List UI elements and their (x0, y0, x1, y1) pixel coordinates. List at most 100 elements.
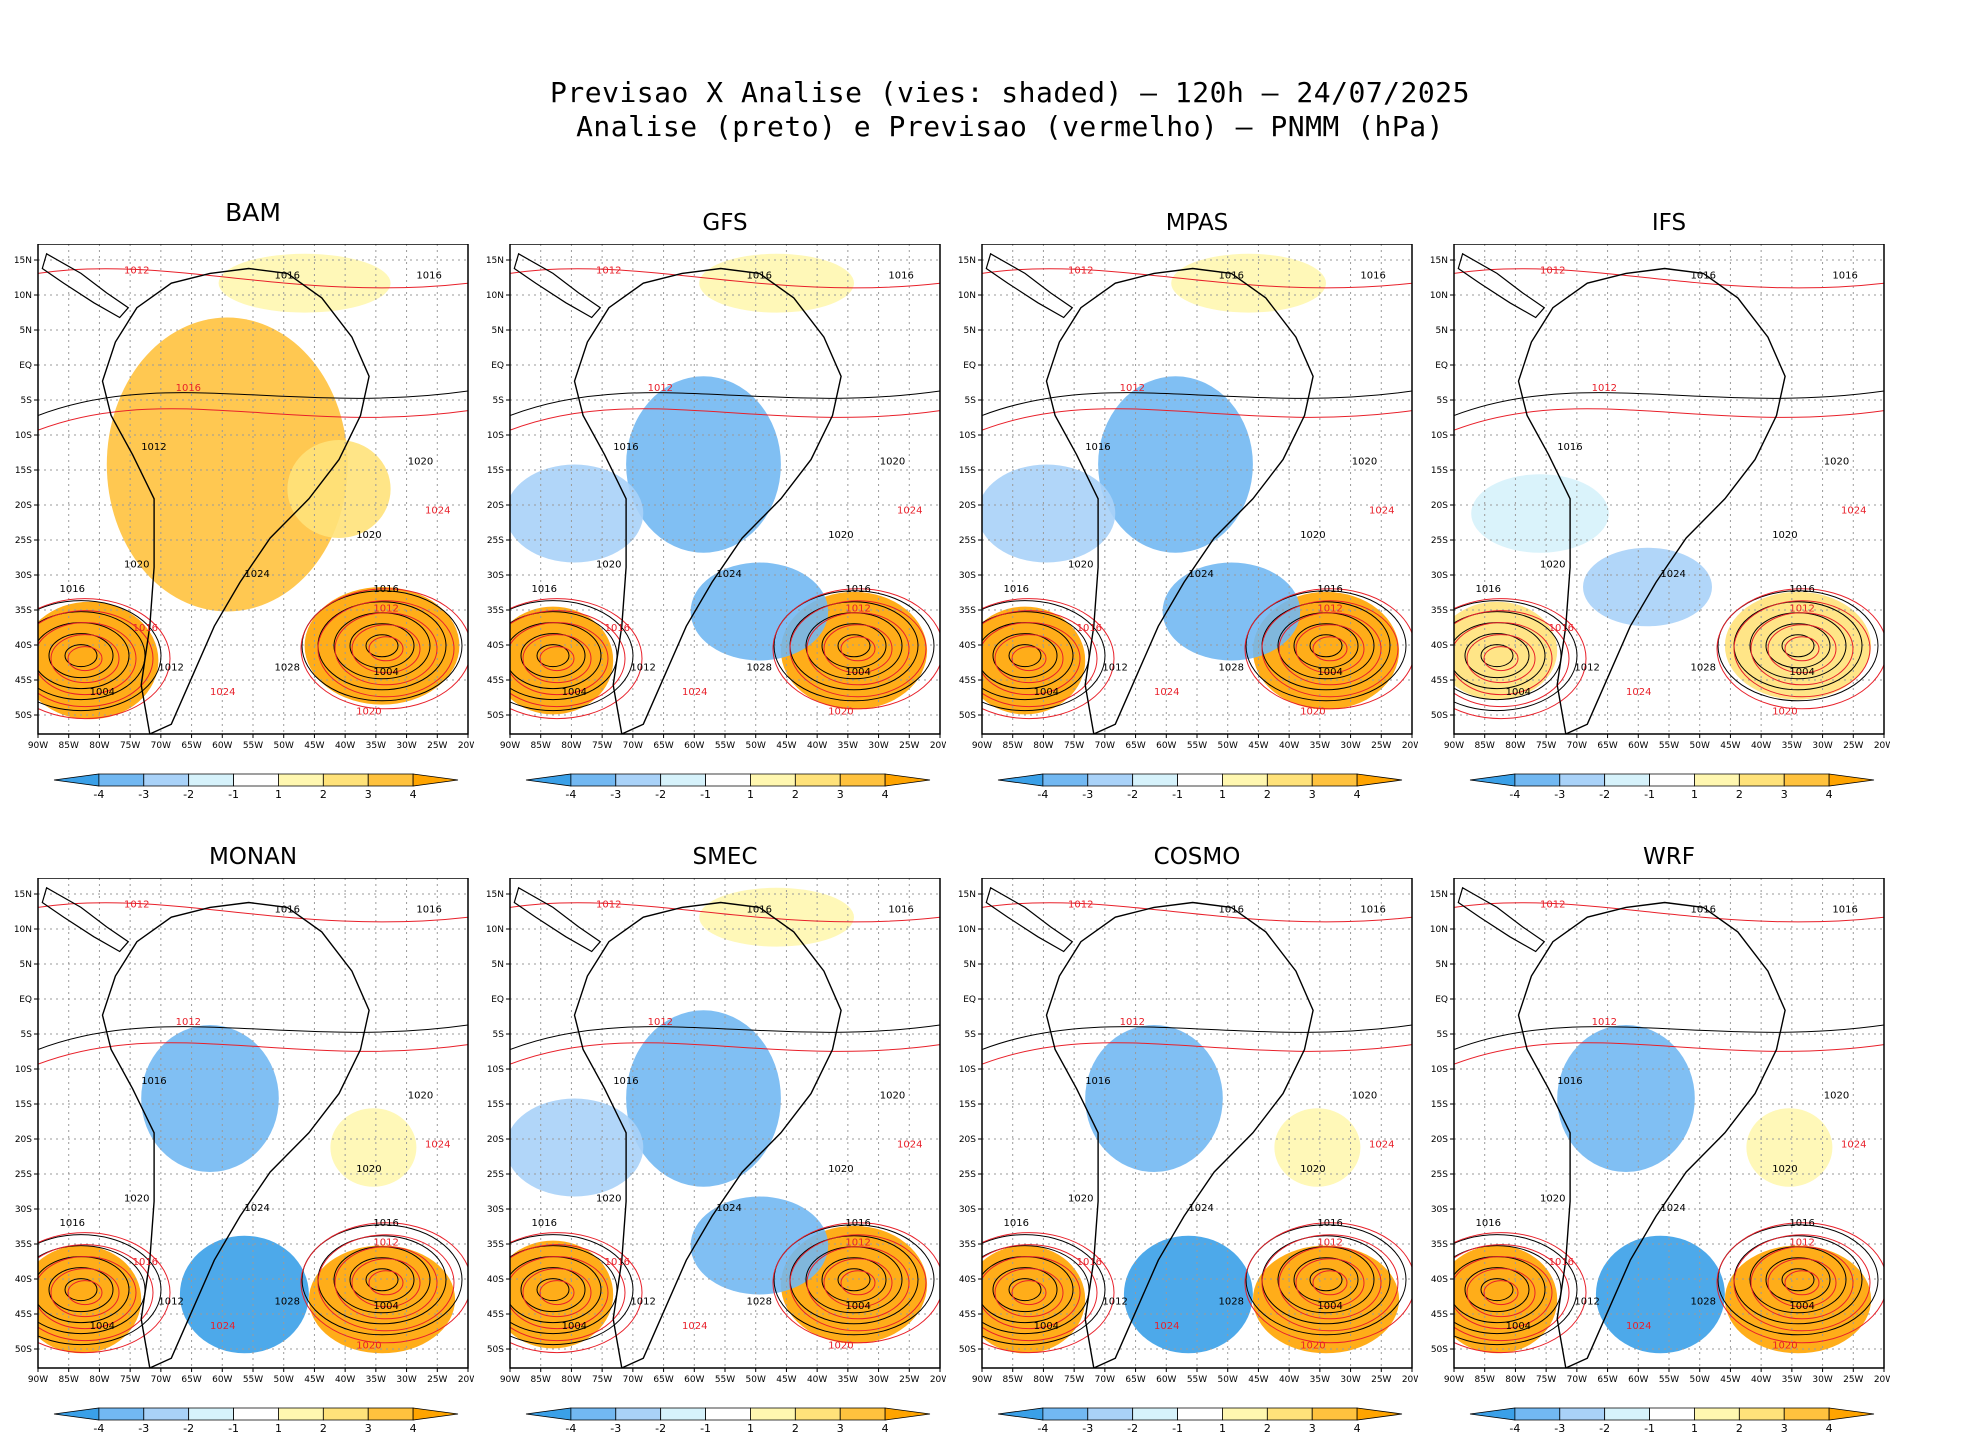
lat-tick-label: 25S (487, 536, 504, 546)
isobar-label: 1012 (1120, 1017, 1145, 1028)
colorbar-segment (1604, 1407, 1650, 1421)
colorbar-segment (1311, 1407, 1358, 1421)
bias-shading (1454, 601, 1558, 700)
colorbar-segment (570, 1407, 617, 1421)
isobar-label: 1016 (605, 623, 630, 634)
colorbar-label: -1 (1644, 788, 1655, 801)
colorbar-segment (1087, 1407, 1134, 1421)
isobar-label: 1020 (828, 530, 853, 541)
lon-tick-label: 90W (500, 1375, 520, 1385)
lat-tick-label: 35S (487, 1240, 504, 1250)
colorbar-segment (53, 773, 100, 787)
lat-tick-label: 5N (492, 960, 504, 970)
isobar-label: 1024 (425, 1140, 450, 1151)
lon-tick-label: 85W (1475, 1375, 1495, 1385)
lat-tick-label: 5S (493, 396, 505, 406)
lat-tick-label: 45S (487, 676, 504, 686)
isobar-label: 1016 (1832, 270, 1857, 281)
isobar-label: 1016 (1789, 584, 1814, 595)
lat-tick-label: 10N (1430, 925, 1448, 935)
colorbar-segment (1559, 1407, 1606, 1421)
lat-tick-label: 40S (1431, 1275, 1448, 1285)
lon-tick-label: 80W (89, 741, 109, 751)
isobar-label: 1024 (1626, 1321, 1651, 1332)
colorbar-label: -4 (1037, 788, 1048, 801)
lon-tick-label: 65W (1597, 741, 1617, 751)
bias-shading (1583, 547, 1712, 627)
lat-tick-label: 10S (487, 1065, 504, 1075)
lon-tick-label: 55W (1187, 741, 1207, 751)
bias-shading (218, 253, 391, 313)
lat-tick-label: EQ (1435, 995, 1448, 1005)
bias-shading (141, 1025, 279, 1172)
lat-tick-label: 15N (14, 256, 32, 266)
colorbar-label: 2 (320, 788, 327, 801)
lon-tick-label: 20W (1874, 1375, 1890, 1385)
isobar-label: 1020 (356, 706, 381, 717)
lon-tick-label: 60W (1156, 741, 1176, 751)
colorbar-label: 4 (882, 788, 889, 801)
isobar-label: 1004 (90, 687, 115, 698)
bias-shading (1098, 376, 1253, 553)
lon-tick-label: 55W (715, 741, 735, 751)
colorbar-segment (1266, 1407, 1313, 1421)
lon-tick-label: 70W (1567, 1375, 1587, 1385)
lon-tick-label: 70W (151, 1375, 171, 1385)
colorbar: -4 -3 -2 -1 1 2 3 4 (1469, 1407, 1875, 1435)
isobar-label: 1020 (408, 1091, 433, 1102)
lon-tick-label: 25W (427, 741, 447, 751)
lat-tick-label: 30S (487, 1205, 504, 1215)
colorbar-segment (660, 773, 706, 787)
map-panel-mpas: 1012 1016 1016 1012 1016 1020 1024 1020 1016 1012… (958, 244, 1418, 801)
lon-tick-label: 45W (1248, 741, 1268, 751)
colorbar-label: 3 (365, 788, 372, 801)
lat-tick-label: 15S (15, 466, 32, 476)
lat-tick-label: 15N (1430, 256, 1448, 266)
isobar-label: 1012 (158, 1296, 183, 1307)
bias-shading (1746, 1108, 1833, 1187)
colorbar-segment (525, 773, 572, 787)
lon-tick-label: 90W (972, 1375, 992, 1385)
isobar-label: 1004 (845, 1301, 870, 1312)
lat-tick-label: 15S (487, 466, 504, 476)
colorbar-segment (233, 1407, 279, 1421)
colorbar: -4 -3 -2 -1 1 2 3 4 (525, 773, 931, 801)
colorbar-label: -3 (1082, 1422, 1093, 1435)
colorbar-segment (1266, 773, 1313, 787)
lon-tick-label: 65W (653, 1375, 673, 1385)
colorbar-segment (233, 773, 279, 787)
colorbar-label: -2 (1599, 1422, 1610, 1435)
colorbar-segment (98, 773, 145, 787)
lon-tick-label: 65W (653, 741, 673, 751)
lon-tick-label: 45W (1720, 741, 1740, 751)
isobar-label: 1024 (716, 569, 741, 580)
panel-title-gfs: GFS (702, 210, 748, 236)
isobar-label: 1016 (1549, 1257, 1574, 1268)
lon-tick-label: 70W (623, 1375, 643, 1385)
lat-tick-label: 20S (1431, 1135, 1448, 1145)
lat-tick-label: 45S (15, 1310, 32, 1320)
lon-tick-label: 55W (243, 741, 263, 751)
lat-tick-label: 15N (958, 890, 976, 900)
isobar-label: 1024 (1154, 1321, 1179, 1332)
isobar-label: 1012 (373, 604, 398, 615)
isobar-label: 1016 (1219, 904, 1244, 915)
lat-tick-label: 35S (1431, 606, 1448, 616)
lon-tick-label: 70W (1567, 741, 1587, 751)
lon-tick-label: 20W (930, 1375, 946, 1385)
isobar-label: 1012 (158, 662, 183, 673)
isobar-label: 1024 (1188, 1203, 1213, 1214)
isobar-label: 1020 (880, 457, 905, 468)
isobar-label: 1016 (1085, 442, 1110, 453)
lat-tick-label: 5N (20, 326, 32, 336)
isobar-label: 1020 (1352, 457, 1377, 468)
colorbar-label: 1 (747, 788, 754, 801)
lat-tick-label: 15S (959, 466, 976, 476)
lat-tick-label: 15N (1430, 890, 1448, 900)
lat-tick-label: 10S (959, 431, 976, 441)
isobar-label: 1016 (1557, 1076, 1582, 1087)
coastline (1517, 267, 1786, 734)
isobar-label: 1024 (1188, 569, 1213, 580)
isobar-label: 1020 (1352, 1091, 1377, 1102)
lat-tick-label: 5N (1436, 960, 1448, 970)
